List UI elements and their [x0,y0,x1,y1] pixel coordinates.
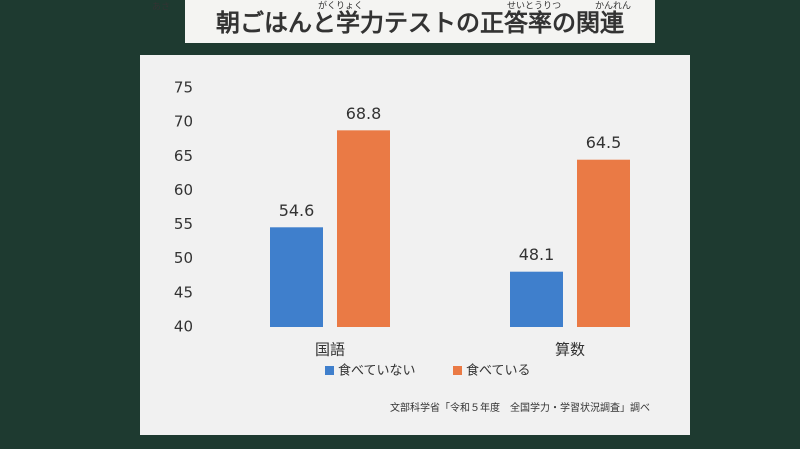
bar [270,227,323,327]
legend-swatch [325,366,334,375]
y-tick-label: 55 [174,215,193,233]
value-label: 64.5 [586,133,622,152]
legend-label: 食べている [466,363,530,379]
y-tick-label: 75 [174,79,193,97]
x-tick-label: 国語 [315,341,345,359]
y-tick-label: 45 [174,283,193,301]
y-tick-label: 40 [174,318,193,336]
legend-label: 食べていない [338,363,415,379]
ruby: がくりょく [318,0,363,12]
y-tick-label: 50 [174,249,193,267]
x-tick-label: 算数 [555,341,585,359]
legend-swatch [453,366,462,375]
bar [577,159,630,327]
ruby: せいとうりつ [507,1,561,12]
source: 文部科学省「令和５年度 全国学力・学習状況調査」調べ [390,401,650,414]
y-tick-label: 65 [174,147,193,165]
bar [510,271,563,327]
y-tick-label: 70 [174,113,193,131]
value-label: 54.6 [279,201,315,220]
value-label: 68.8 [346,104,382,123]
ruby: あさ [152,2,170,13]
title-card [185,0,655,43]
bar [337,130,390,327]
chart-title: 朝ごはんと学力テストの正答率の関連 [216,9,625,37]
value-label: 48.1 [519,245,555,264]
ruby: かんれん [595,1,631,12]
y-tick-label: 60 [174,181,193,199]
